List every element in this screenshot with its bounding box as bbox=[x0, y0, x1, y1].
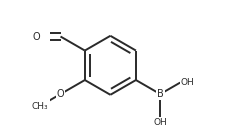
Text: O: O bbox=[56, 89, 64, 99]
Text: CH₃: CH₃ bbox=[31, 102, 48, 110]
Text: O: O bbox=[33, 32, 40, 41]
Text: OH: OH bbox=[180, 78, 194, 87]
Text: B: B bbox=[156, 89, 163, 99]
Text: OH: OH bbox=[153, 118, 166, 127]
